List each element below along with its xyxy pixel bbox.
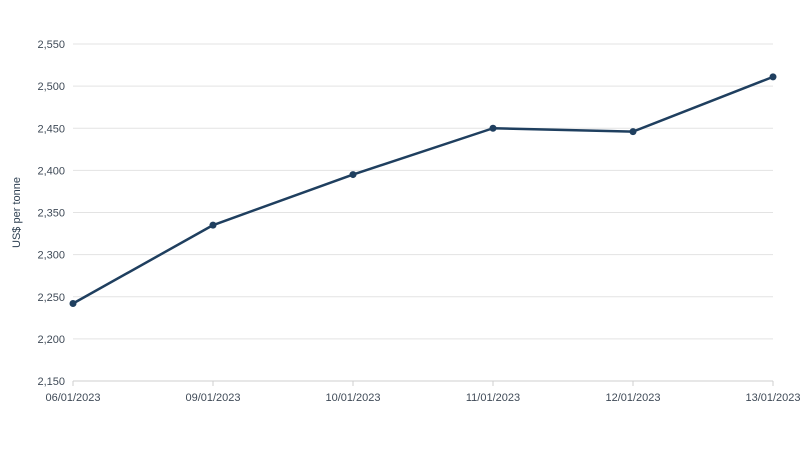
y-tick-label: 2,450 bbox=[37, 123, 65, 135]
data-point[interactable] bbox=[629, 128, 637, 136]
y-tick-label: 2,300 bbox=[37, 250, 65, 262]
x-tick-label: 10/01/2023 bbox=[325, 392, 380, 404]
data-point[interactable] bbox=[69, 299, 77, 307]
x-tick-label: 06/01/2023 bbox=[45, 392, 100, 404]
y-axis-title: US$ per tonne bbox=[11, 177, 23, 248]
y-tick-label: 2,250 bbox=[37, 292, 65, 304]
y-tick-label: 2,400 bbox=[37, 165, 65, 177]
y-tick-label: 2,150 bbox=[37, 376, 65, 388]
data-point[interactable] bbox=[769, 73, 777, 81]
series-layer bbox=[69, 73, 777, 307]
y-tick-label: 2,200 bbox=[37, 334, 65, 346]
y-tick-label: 2,350 bbox=[37, 208, 65, 220]
gridlines bbox=[73, 43, 773, 382]
x-axis-ticks: 06/01/2023 09/01/2023 10/01/2023 11/01/2023… bbox=[45, 381, 801, 404]
x-tick-label: 11/01/2023 bbox=[466, 392, 520, 404]
x-tick-label: 13/01/2023 bbox=[745, 392, 800, 404]
series-line bbox=[72, 75, 774, 305]
y-tick-label: 2,500 bbox=[37, 81, 65, 93]
x-tick-label: 09/01/2023 bbox=[185, 392, 240, 404]
data-point[interactable] bbox=[489, 124, 497, 132]
y-axis-ticks: 2,150 2,200 2,250 2,300 2,350 2,400 2,450 2,500… bbox=[37, 39, 65, 388]
data-point[interactable] bbox=[209, 221, 217, 229]
y-tick-label: 2,550 bbox=[37, 39, 65, 51]
x-tick-label: 12/01/2023 bbox=[605, 392, 660, 404]
data-point[interactable] bbox=[349, 171, 357, 179]
